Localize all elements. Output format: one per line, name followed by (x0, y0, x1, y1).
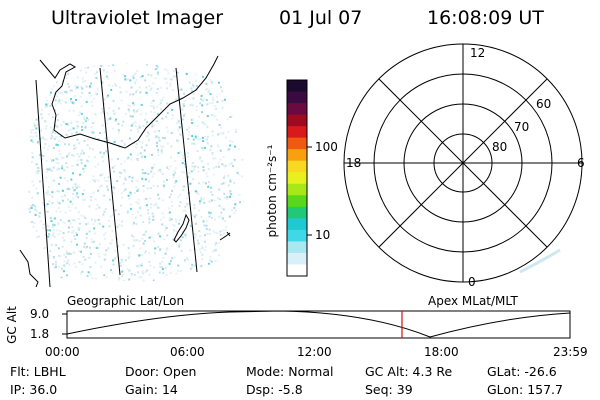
polar-ring-label-60: 60 (536, 97, 552, 111)
info-filter-value: LBHL (33, 364, 66, 379)
polar-ring-label-70: 70 (514, 120, 530, 134)
timeline-x-tick-1: 06:00 (170, 345, 205, 359)
polar-diagonal-2 (378, 78, 548, 248)
timeline-y-tick-max: 9.0 (30, 307, 50, 321)
polar-ring-label-80: 80 (492, 140, 508, 154)
info-door-key: Door: (125, 364, 160, 379)
longitude-line-3 (175, 67, 198, 273)
altitude-timeline-plot (62, 310, 571, 339)
info-glon: GLon: 157.7 (487, 382, 563, 397)
coastline (39, 55, 219, 149)
timeline-x-tick-3: 18:00 (424, 345, 459, 359)
longitude-line-2 (99, 67, 121, 276)
time-label: 16:08:09 UT (427, 7, 544, 29)
timeline-frame (66, 310, 571, 339)
polar-faint-glow (519, 248, 561, 274)
info-gc-alt-key: GC Alt: (365, 364, 409, 379)
info-ip: IP: 36.0 (10, 382, 57, 397)
info-mode-value: Normal (288, 364, 334, 379)
timeline-y-tick-min: 1.8 (30, 327, 50, 341)
coastline-southwest (19, 249, 39, 287)
info-glat-value: -26.6 (524, 364, 557, 379)
colorbar-segment (287, 160, 307, 173)
info-door: Door: Open (125, 364, 196, 379)
info-dsp-key: Dsp: (246, 382, 275, 397)
colorbar-segment (287, 137, 307, 150)
instrument-title: Ultraviolet Imager (51, 7, 224, 29)
info-seq-key: Seq: (365, 382, 393, 397)
colorbar-segment (287, 103, 307, 116)
altitude-curve (66, 310, 571, 338)
timeline-left-title: Geographic Lat/Lon (67, 294, 185, 308)
colorbar-segment (287, 149, 307, 162)
colorbar-segment (287, 172, 307, 185)
colorbar-segment (287, 114, 307, 127)
uv-intensity-speckles (28, 63, 245, 282)
polar-label-left: 18 (346, 156, 362, 170)
island-coastline (173, 213, 190, 243)
colorbar-segment (287, 264, 307, 277)
info-gain-key: Gain: (125, 382, 158, 397)
uv-image-panel (19, 55, 245, 287)
polar-label-bottom: 0 (468, 275, 476, 289)
colorbar-tick-100: 100 (315, 140, 338, 154)
colorbar-segment (287, 183, 307, 196)
info-glat-key: GLat: (487, 364, 521, 379)
info-gc-alt: GC Alt: 4.3 Re (365, 364, 452, 379)
colorbar-unit-label: photon cm⁻²s⁻¹ (265, 144, 279, 238)
info-seq-value: 39 (396, 382, 413, 397)
info-gain: Gain: 14 (125, 382, 178, 397)
info-gc-alt-value: 4.3 Re (412, 364, 453, 379)
colorbar-segment (287, 218, 307, 231)
colorbar-segment (287, 229, 307, 243)
colorbar-segment (287, 80, 307, 93)
info-dsp-value: -5.8 (278, 382, 303, 397)
colorbar-tick-10: 10 (315, 228, 331, 242)
timeline-x-tick-2: 12:00 (297, 345, 332, 359)
timeline-x-tick-4: 23:59 (553, 345, 588, 359)
colorbar-segment (287, 91, 307, 104)
timeline-x-tick-0: 00:00 (45, 345, 80, 359)
coastline-fragment (219, 231, 231, 241)
info-glat: GLat: -26.6 (487, 364, 557, 379)
info-dsp: Dsp: -5.8 (246, 382, 303, 397)
polar-label-top: 12 (470, 46, 486, 60)
polar-label-right: 6 (577, 156, 585, 170)
info-ip-key: IP: (10, 382, 26, 397)
info-door-value: Open (163, 364, 197, 379)
info-glon-value: 157.7 (527, 382, 563, 397)
timeline-y-axis-label: GC Alt (5, 306, 19, 344)
info-mode-key: Mode: (246, 364, 285, 379)
colorbar-segment (287, 126, 307, 139)
color-scale-bar (286, 79, 308, 277)
info-glon-key: GLon: (487, 382, 524, 397)
polar-mlat-mlt-plot (343, 43, 583, 283)
info-filter: Flt: LBHL (10, 364, 66, 379)
colorbar-frame (286, 79, 308, 277)
date-label: 01 Jul 07 (279, 7, 363, 29)
longitude-line-1 (35, 79, 51, 287)
info-seq: Seq: 39 (365, 382, 413, 397)
info-gain-value: 14 (161, 382, 178, 397)
colorbar-segment (287, 252, 307, 266)
colorbar-segment (287, 241, 307, 254)
info-mode: Mode: Normal (246, 364, 334, 379)
info-ip-value: 36.0 (29, 382, 58, 397)
timeline-right-title: Apex MLat/MLT (428, 294, 518, 308)
colorbar-segment (287, 195, 307, 208)
info-filter-key: Flt: (10, 364, 30, 379)
colorbar-segment (287, 206, 307, 219)
